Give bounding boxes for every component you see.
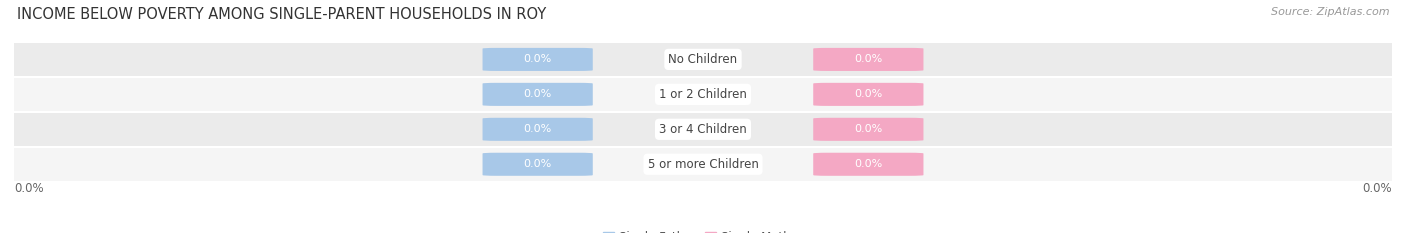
Text: Source: ZipAtlas.com: Source: ZipAtlas.com xyxy=(1271,7,1389,17)
Text: INCOME BELOW POVERTY AMONG SINGLE-PARENT HOUSEHOLDS IN ROY: INCOME BELOW POVERTY AMONG SINGLE-PARENT… xyxy=(17,7,546,22)
FancyBboxPatch shape xyxy=(482,153,593,176)
FancyBboxPatch shape xyxy=(14,78,1392,111)
Text: 0.0%: 0.0% xyxy=(855,55,883,64)
Text: No Children: No Children xyxy=(668,53,738,66)
FancyBboxPatch shape xyxy=(482,83,593,106)
Text: 0.0%: 0.0% xyxy=(523,159,551,169)
Text: 0.0%: 0.0% xyxy=(855,89,883,99)
FancyBboxPatch shape xyxy=(813,83,924,106)
FancyBboxPatch shape xyxy=(14,148,1392,181)
Text: 5 or more Children: 5 or more Children xyxy=(648,158,758,171)
FancyBboxPatch shape xyxy=(14,113,1392,146)
Text: 3 or 4 Children: 3 or 4 Children xyxy=(659,123,747,136)
FancyBboxPatch shape xyxy=(813,48,924,71)
FancyBboxPatch shape xyxy=(14,43,1392,76)
Text: 0.0%: 0.0% xyxy=(523,55,551,64)
FancyBboxPatch shape xyxy=(482,118,593,141)
Text: 0.0%: 0.0% xyxy=(855,124,883,134)
Text: 0.0%: 0.0% xyxy=(523,89,551,99)
Legend: Single Father, Single Mother: Single Father, Single Mother xyxy=(599,226,807,233)
Text: 1 or 2 Children: 1 or 2 Children xyxy=(659,88,747,101)
FancyBboxPatch shape xyxy=(482,48,593,71)
Text: 0.0%: 0.0% xyxy=(14,182,44,195)
FancyBboxPatch shape xyxy=(813,118,924,141)
Text: 0.0%: 0.0% xyxy=(1362,182,1392,195)
FancyBboxPatch shape xyxy=(813,153,924,176)
Text: 0.0%: 0.0% xyxy=(523,124,551,134)
Text: 0.0%: 0.0% xyxy=(855,159,883,169)
